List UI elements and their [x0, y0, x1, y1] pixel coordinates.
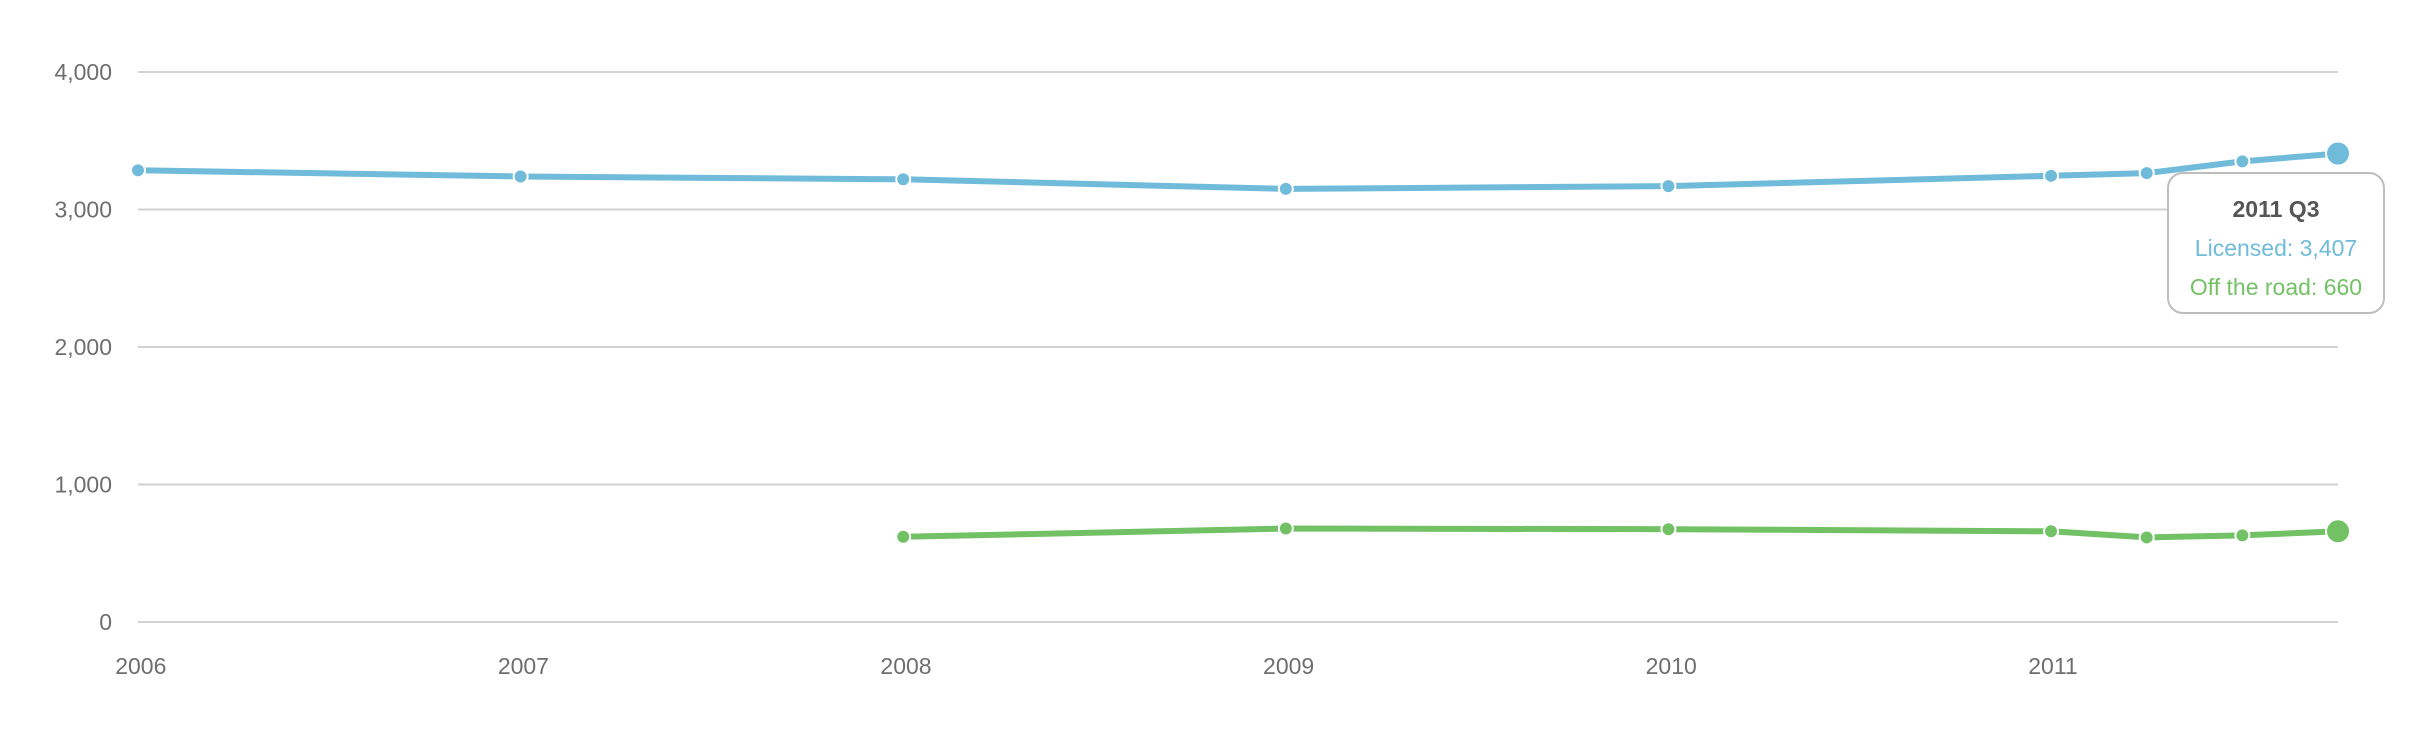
- data-point[interactable]: [1660, 178, 1677, 195]
- tooltip-licensed: Licensed: 3,407: [2194, 235, 2358, 261]
- data-point[interactable]: [130, 162, 146, 179]
- tooltip: 2011 Q3 Licensed: 3,407 Off the road: 66…: [2167, 172, 2385, 314]
- y-axis: 0 1,000 2,000 3,000 4,000: [54, 59, 112, 635]
- data-point[interactable]: [1277, 180, 1294, 197]
- series-line-0: [135, 150, 2341, 192]
- y-tick-label: 4,000: [54, 59, 112, 85]
- x-tick-label: 2010: [1646, 653, 1697, 679]
- y-tick-label: 1,000: [54, 472, 112, 498]
- y-tick-label: 3,000: [54, 197, 112, 223]
- data-point[interactable]: [2138, 165, 2155, 182]
- data-point[interactable]: [2043, 167, 2060, 184]
- x-tick-label: 2008: [880, 653, 931, 679]
- highlighted-point[interactable]: [2325, 518, 2351, 545]
- highlighted-point[interactable]: [2325, 140, 2351, 167]
- data-point[interactable]: [2043, 523, 2060, 540]
- data-point[interactable]: [895, 171, 912, 188]
- series-line-1: [900, 525, 2341, 541]
- data-point[interactable]: [512, 168, 529, 185]
- x-tick-label: 2009: [1263, 653, 1314, 679]
- data-point[interactable]: [1660, 521, 1677, 538]
- y-tick-label: 2,000: [54, 334, 112, 360]
- data-point[interactable]: [895, 528, 912, 545]
- data-point[interactable]: [2234, 153, 2251, 170]
- data-point[interactable]: [2138, 529, 2155, 546]
- series-group: [130, 140, 2351, 546]
- x-axis: 2006 2007 2008 2009 2010 2011: [115, 653, 2078, 679]
- tooltip-off-road: Off the road: 660: [2189, 274, 2363, 300]
- x-tick-label: 2006: [115, 653, 166, 679]
- x-tick-label: 2011: [2028, 653, 2077, 679]
- tooltip-title: 2011 Q3: [2232, 196, 2320, 222]
- y-tick-label: 0: [99, 609, 112, 635]
- x-tick-label: 2007: [498, 653, 549, 679]
- data-point[interactable]: [2234, 527, 2251, 544]
- grid: [138, 71, 2338, 623]
- data-point[interactable]: [1277, 520, 1294, 537]
